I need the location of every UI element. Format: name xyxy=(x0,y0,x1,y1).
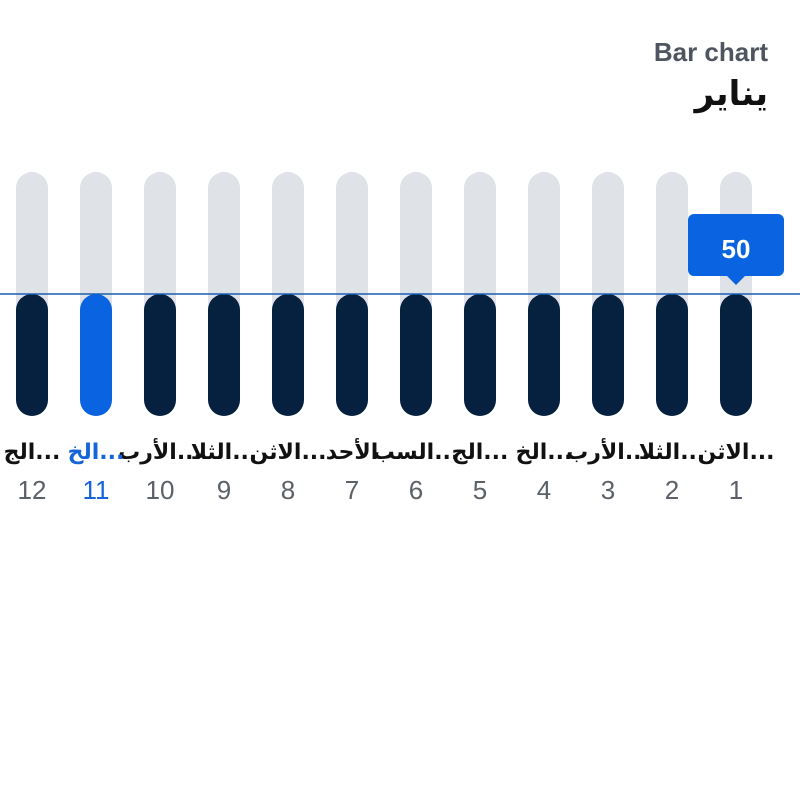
chart-subtitle: Bar chart xyxy=(653,37,768,67)
bar[interactable] xyxy=(400,294,432,416)
x-tick-label: الأحد xyxy=(326,437,379,465)
bar[interactable] xyxy=(272,294,304,416)
x-tick-number: 7 xyxy=(345,475,359,505)
bar[interactable] xyxy=(464,294,496,416)
x-tick-label: الثلا... xyxy=(639,440,706,465)
x-tick-label: الأرب... xyxy=(566,437,650,465)
bar[interactable] xyxy=(208,294,240,416)
x-tick-number: 8 xyxy=(281,475,295,505)
chart-title: يناير xyxy=(694,74,768,114)
value-tooltip: 50 xyxy=(688,214,784,285)
x-tick-label: السب... xyxy=(373,440,460,465)
bar[interactable] xyxy=(592,294,624,416)
x-tick-number: 11 xyxy=(83,475,110,505)
bar[interactable] xyxy=(16,294,48,416)
tooltip-box xyxy=(688,214,784,276)
x-tick-number: 10 xyxy=(146,475,175,505)
x-tick-number: 3 xyxy=(601,475,615,505)
x-tick-label: الثلا... xyxy=(191,440,258,465)
x-tick-number: 4 xyxy=(537,475,551,505)
x-tick-number: 12 xyxy=(18,475,47,505)
x-tick-label: الج... xyxy=(452,440,509,465)
tooltip-pointer xyxy=(727,276,745,285)
x-tick-number: 5 xyxy=(473,475,487,505)
x-tick-label: الاثن... xyxy=(249,440,326,465)
x-tick-label: الخ... xyxy=(516,440,573,465)
bar[interactable] xyxy=(720,294,752,416)
x-tick-label: الج... xyxy=(4,440,61,465)
bar[interactable] xyxy=(336,294,368,416)
bar[interactable] xyxy=(656,294,688,416)
x-tick-label: الاثن... xyxy=(697,440,774,465)
x-tick-label: الأرب... xyxy=(118,437,202,465)
chart-header: Bar chart يناير xyxy=(654,36,768,116)
bar[interactable] xyxy=(80,294,112,416)
bar[interactable] xyxy=(144,294,176,416)
x-tick-label: الخ... xyxy=(68,440,125,465)
x-tick-number: 6 xyxy=(409,475,423,505)
bar[interactable] xyxy=(528,294,560,416)
tooltip-value: 50 xyxy=(722,234,751,264)
x-tick-number: 2 xyxy=(665,475,679,505)
x-tick-number: 1 xyxy=(729,475,743,505)
x-tick-number: 9 xyxy=(217,475,231,505)
